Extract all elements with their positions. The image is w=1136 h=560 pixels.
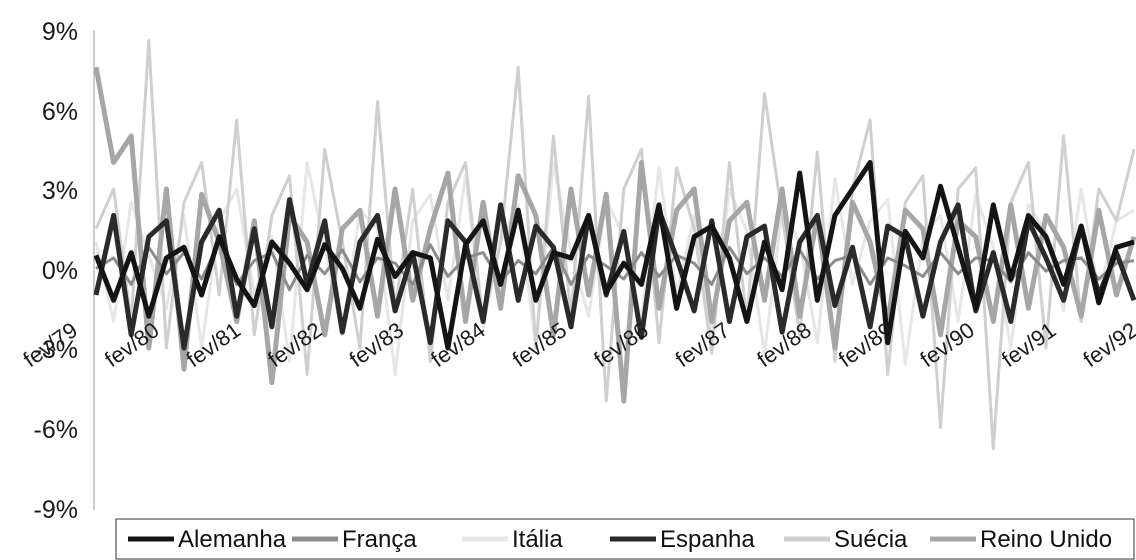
legend-label: Itália <box>512 526 563 553</box>
series-line-alemanha <box>93 160 1135 351</box>
legend-label: França <box>342 526 417 553</box>
series-layer <box>93 39 1136 451</box>
y-tick-label: 0% <box>42 257 78 285</box>
y-tick-label: -6% <box>34 416 78 444</box>
y-axis-tick-labels: 9% 6% 3% 0% -3% -6% -9% <box>34 18 78 524</box>
legend-label: Espanha <box>660 526 755 553</box>
x-tick-label: fev/85 <box>508 317 571 372</box>
legend-label: Alemanha <box>178 526 287 553</box>
y-tick-label: 9% <box>42 18 78 46</box>
y-tick-label: 6% <box>42 98 78 126</box>
legend-label: Reino Unido <box>980 526 1112 553</box>
legend-label: Suécia <box>834 526 908 553</box>
x-tick-label: fev/87 <box>671 317 734 372</box>
y-tick-label: -3% <box>34 336 78 364</box>
y-tick-label: -9% <box>34 496 78 524</box>
x-tick-label: fev/81 <box>182 317 245 372</box>
y-tick-label: 3% <box>42 177 78 205</box>
legend: Alemanha França Itália Espanha Suécia Reino U… <box>115 518 1135 560</box>
x-tick-label: fev/92 <box>1079 317 1136 372</box>
series-line-espanha <box>93 197 1136 351</box>
